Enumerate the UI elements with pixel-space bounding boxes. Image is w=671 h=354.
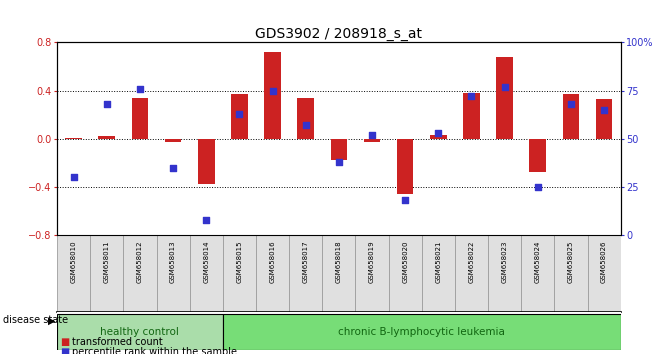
Text: GSM658015: GSM658015 — [236, 240, 242, 283]
Text: GSM658025: GSM658025 — [568, 240, 574, 283]
Text: GSM658023: GSM658023 — [502, 240, 508, 283]
Bar — [289, 235, 322, 312]
Bar — [422, 235, 455, 312]
Title: GDS3902 / 208918_s_at: GDS3902 / 208918_s_at — [256, 28, 422, 41]
Bar — [156, 235, 190, 312]
Bar — [65, 137, 82, 139]
Bar — [455, 235, 488, 312]
Bar — [231, 94, 248, 139]
Text: percentile rank within the sample: percentile rank within the sample — [72, 347, 238, 354]
Bar — [364, 139, 380, 142]
Text: GSM658016: GSM658016 — [270, 240, 276, 283]
Point — [101, 101, 112, 107]
Point — [201, 217, 211, 222]
Bar — [322, 235, 356, 312]
Bar — [223, 314, 621, 350]
Bar — [198, 139, 215, 184]
Point — [267, 88, 278, 93]
Bar — [521, 235, 554, 312]
Bar — [596, 99, 613, 139]
Point — [135, 86, 146, 92]
Bar — [57, 314, 223, 350]
Text: ▶: ▶ — [48, 315, 55, 325]
Text: GSM658022: GSM658022 — [468, 240, 474, 283]
Point — [499, 84, 510, 90]
Text: GSM658017: GSM658017 — [303, 240, 309, 283]
Text: GSM658010: GSM658010 — [70, 240, 76, 283]
Text: transformed count: transformed count — [72, 337, 163, 347]
Point — [68, 175, 79, 180]
Point — [366, 132, 377, 138]
Bar — [331, 139, 347, 160]
Bar — [563, 94, 579, 139]
Bar — [165, 139, 181, 142]
Text: ■: ■ — [60, 337, 70, 347]
Bar — [529, 139, 546, 172]
Bar — [90, 235, 123, 312]
Bar — [223, 235, 256, 312]
Text: chronic B-lymphocytic leukemia: chronic B-lymphocytic leukemia — [338, 327, 505, 337]
Text: ■: ■ — [60, 347, 70, 354]
Bar — [256, 235, 289, 312]
Text: GSM658026: GSM658026 — [601, 240, 607, 283]
Bar — [99, 136, 115, 139]
Bar — [463, 93, 480, 139]
Bar — [132, 98, 148, 139]
Point — [333, 159, 344, 165]
Text: GSM658013: GSM658013 — [170, 240, 176, 283]
Text: GSM658018: GSM658018 — [336, 240, 342, 283]
Bar — [123, 235, 156, 312]
Bar — [397, 139, 413, 194]
Point — [234, 111, 245, 116]
Point — [599, 107, 609, 113]
Point — [532, 184, 543, 190]
Bar — [389, 235, 422, 312]
Point — [566, 101, 576, 107]
Text: GSM658020: GSM658020 — [402, 240, 408, 283]
Text: GSM658014: GSM658014 — [203, 240, 209, 283]
Text: GSM658012: GSM658012 — [137, 240, 143, 283]
Point — [168, 165, 178, 170]
Point — [400, 198, 411, 203]
Bar — [488, 235, 521, 312]
Text: GSM658011: GSM658011 — [104, 240, 110, 283]
Bar — [430, 135, 447, 139]
Text: disease state: disease state — [3, 315, 68, 325]
Text: GSM658019: GSM658019 — [369, 240, 375, 283]
Point — [301, 122, 311, 128]
Bar — [57, 235, 90, 312]
Bar — [588, 235, 621, 312]
Bar — [554, 235, 588, 312]
Bar — [264, 52, 281, 139]
Text: healthy control: healthy control — [101, 327, 179, 337]
Bar — [190, 235, 223, 312]
Point — [433, 130, 444, 136]
Point — [466, 93, 477, 99]
Bar — [356, 235, 389, 312]
Text: GSM658024: GSM658024 — [535, 240, 541, 283]
Bar — [497, 57, 513, 139]
Bar — [297, 98, 314, 139]
Text: GSM658021: GSM658021 — [435, 240, 442, 283]
